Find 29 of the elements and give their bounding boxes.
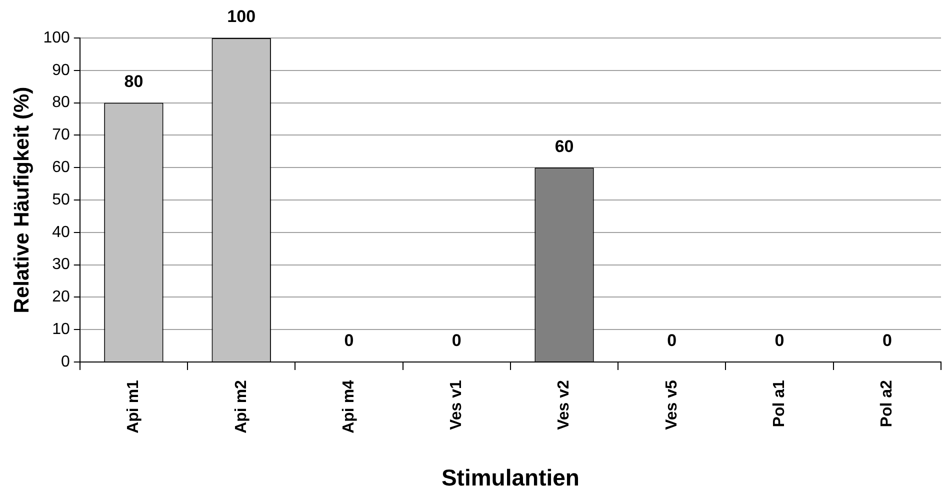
x-tick-label: Pol a1 bbox=[770, 380, 788, 428]
data-label: 80 bbox=[124, 72, 144, 91]
data-label: 0 bbox=[344, 331, 354, 350]
data-label: 60 bbox=[554, 136, 574, 156]
y-tick-label: 70 bbox=[52, 126, 70, 144]
data-label: 100 bbox=[227, 7, 256, 26]
y-tick-label: 10 bbox=[52, 321, 70, 338]
y-tick-label: 30 bbox=[52, 256, 70, 274]
x-tick-label: Ves v5 bbox=[663, 380, 680, 430]
y-tick-label: 60 bbox=[52, 159, 70, 176]
data-label: 0 bbox=[774, 331, 784, 350]
data-label: 0 bbox=[667, 331, 677, 350]
data-label: 0 bbox=[882, 331, 892, 350]
x-tick-label: Api m1 bbox=[125, 380, 142, 434]
x-tick-label: Api m2 bbox=[232, 380, 250, 434]
x-tick-label: Ves v2 bbox=[556, 380, 573, 430]
x-tick-label: Ves v1 bbox=[448, 380, 466, 430]
y-axis-title: Relative Häufigkeit (%) bbox=[10, 86, 34, 314]
y-tick-label: 80 bbox=[52, 94, 70, 112]
y-tick-label: 0 bbox=[60, 353, 70, 370]
y-tick-label: 50 bbox=[52, 191, 70, 208]
y-tick-label: 90 bbox=[52, 62, 70, 79]
y-tick-label: 20 bbox=[52, 288, 70, 306]
y-tick-label: 40 bbox=[52, 224, 70, 241]
x-tick-label: Pol a2 bbox=[878, 380, 896, 428]
x-tick-label: Api m4 bbox=[340, 380, 358, 434]
x-axis-title: Stimulantien bbox=[441, 464, 580, 491]
data-label: 0 bbox=[452, 331, 462, 350]
y-tick-label: 100 bbox=[43, 29, 70, 46]
